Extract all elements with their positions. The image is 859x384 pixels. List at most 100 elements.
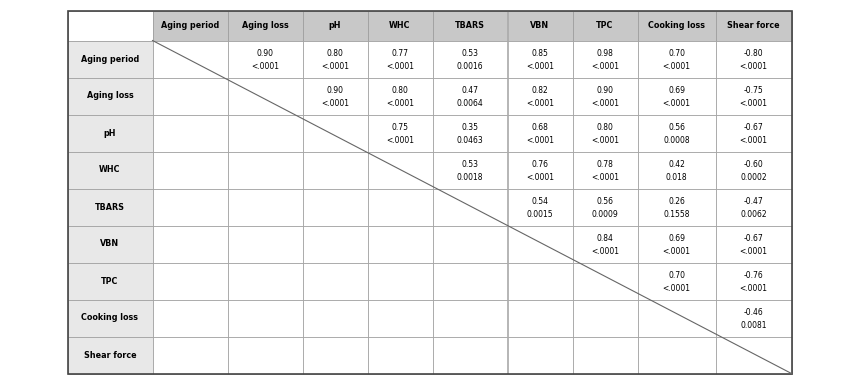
Bar xyxy=(432,10,508,40)
Bar xyxy=(68,10,153,40)
Text: -0.47: -0.47 xyxy=(744,197,764,205)
Bar xyxy=(637,152,716,189)
Text: 0.70: 0.70 xyxy=(668,271,685,280)
Bar xyxy=(716,114,791,152)
Bar xyxy=(153,10,228,40)
Text: <.0001: <.0001 xyxy=(591,173,619,182)
Bar xyxy=(368,114,432,152)
Text: 0.47: 0.47 xyxy=(461,86,478,94)
Bar xyxy=(302,336,368,374)
Bar xyxy=(302,114,368,152)
Bar xyxy=(572,10,637,40)
Bar xyxy=(153,152,228,189)
Bar xyxy=(432,152,508,189)
Text: <.0001: <.0001 xyxy=(662,62,691,71)
Bar xyxy=(368,152,432,189)
Bar xyxy=(228,40,302,78)
Text: 0.80: 0.80 xyxy=(596,122,613,132)
Text: 0.80: 0.80 xyxy=(326,49,344,58)
Bar xyxy=(68,300,153,336)
Text: -0.60: -0.60 xyxy=(744,160,764,169)
Bar xyxy=(716,336,791,374)
Text: VBN: VBN xyxy=(531,21,550,30)
Bar xyxy=(432,300,508,336)
Bar xyxy=(68,78,153,114)
Bar xyxy=(508,10,572,40)
Bar xyxy=(572,225,637,263)
Bar xyxy=(68,336,153,374)
Text: <.0001: <.0001 xyxy=(321,62,349,71)
Text: VBN: VBN xyxy=(101,240,119,248)
Bar xyxy=(228,225,302,263)
Text: 0.0008: 0.0008 xyxy=(663,136,690,145)
Bar xyxy=(153,263,228,300)
Bar xyxy=(637,336,716,374)
Bar xyxy=(637,114,716,152)
Text: <.0001: <.0001 xyxy=(662,99,691,108)
Text: <.0001: <.0001 xyxy=(740,62,767,71)
Bar xyxy=(637,40,716,78)
Bar xyxy=(153,300,228,336)
Text: -0.46: -0.46 xyxy=(744,308,764,316)
Bar xyxy=(302,10,368,40)
Bar xyxy=(572,40,637,78)
Bar xyxy=(637,78,716,114)
Text: 0.26: 0.26 xyxy=(668,197,685,205)
Text: 0.0016: 0.0016 xyxy=(457,62,484,71)
Text: <.0001: <.0001 xyxy=(386,99,414,108)
Text: <.0001: <.0001 xyxy=(526,99,554,108)
Bar xyxy=(68,152,153,189)
Bar xyxy=(716,189,791,225)
Text: Shear force: Shear force xyxy=(83,351,137,359)
Bar xyxy=(368,189,432,225)
Bar xyxy=(432,40,508,78)
Text: <.0001: <.0001 xyxy=(740,284,767,293)
Text: -0.67: -0.67 xyxy=(744,122,764,132)
Text: 0.75: 0.75 xyxy=(392,122,409,132)
Text: -0.80: -0.80 xyxy=(744,49,764,58)
Text: <.0001: <.0001 xyxy=(386,62,414,71)
Bar xyxy=(508,263,572,300)
Bar xyxy=(432,78,508,114)
Text: 0.1558: 0.1558 xyxy=(663,210,690,219)
Text: 0.0002: 0.0002 xyxy=(740,173,767,182)
Bar xyxy=(153,336,228,374)
Text: 0.53: 0.53 xyxy=(461,160,478,169)
Text: 0.018: 0.018 xyxy=(666,173,687,182)
Text: 0.56: 0.56 xyxy=(596,197,613,205)
Bar xyxy=(228,263,302,300)
Bar xyxy=(228,114,302,152)
Bar xyxy=(368,40,432,78)
Text: 0.77: 0.77 xyxy=(392,49,409,58)
Text: <.0001: <.0001 xyxy=(740,99,767,108)
Text: 0.54: 0.54 xyxy=(532,197,549,205)
Bar xyxy=(432,114,508,152)
Bar xyxy=(637,263,716,300)
Text: 0.56: 0.56 xyxy=(668,122,685,132)
Bar xyxy=(572,152,637,189)
Text: WHC: WHC xyxy=(100,166,121,174)
Bar xyxy=(508,114,572,152)
Bar xyxy=(637,189,716,225)
Bar xyxy=(228,78,302,114)
Bar xyxy=(572,189,637,225)
Text: 0.76: 0.76 xyxy=(532,160,549,169)
Text: 0.35: 0.35 xyxy=(461,122,478,132)
Text: Shear force: Shear force xyxy=(728,21,780,30)
Bar xyxy=(716,10,791,40)
Text: -0.75: -0.75 xyxy=(744,86,764,94)
Bar xyxy=(716,263,791,300)
Bar xyxy=(153,114,228,152)
Text: 0.84: 0.84 xyxy=(596,233,613,243)
Text: <.0001: <.0001 xyxy=(591,136,619,145)
Bar xyxy=(368,300,432,336)
Bar xyxy=(716,225,791,263)
Text: 0.0018: 0.0018 xyxy=(457,173,484,182)
Bar xyxy=(572,300,637,336)
Text: 0.0064: 0.0064 xyxy=(457,99,484,108)
Bar xyxy=(716,152,791,189)
Bar xyxy=(572,336,637,374)
Bar xyxy=(368,263,432,300)
Bar xyxy=(68,225,153,263)
Bar xyxy=(572,114,637,152)
